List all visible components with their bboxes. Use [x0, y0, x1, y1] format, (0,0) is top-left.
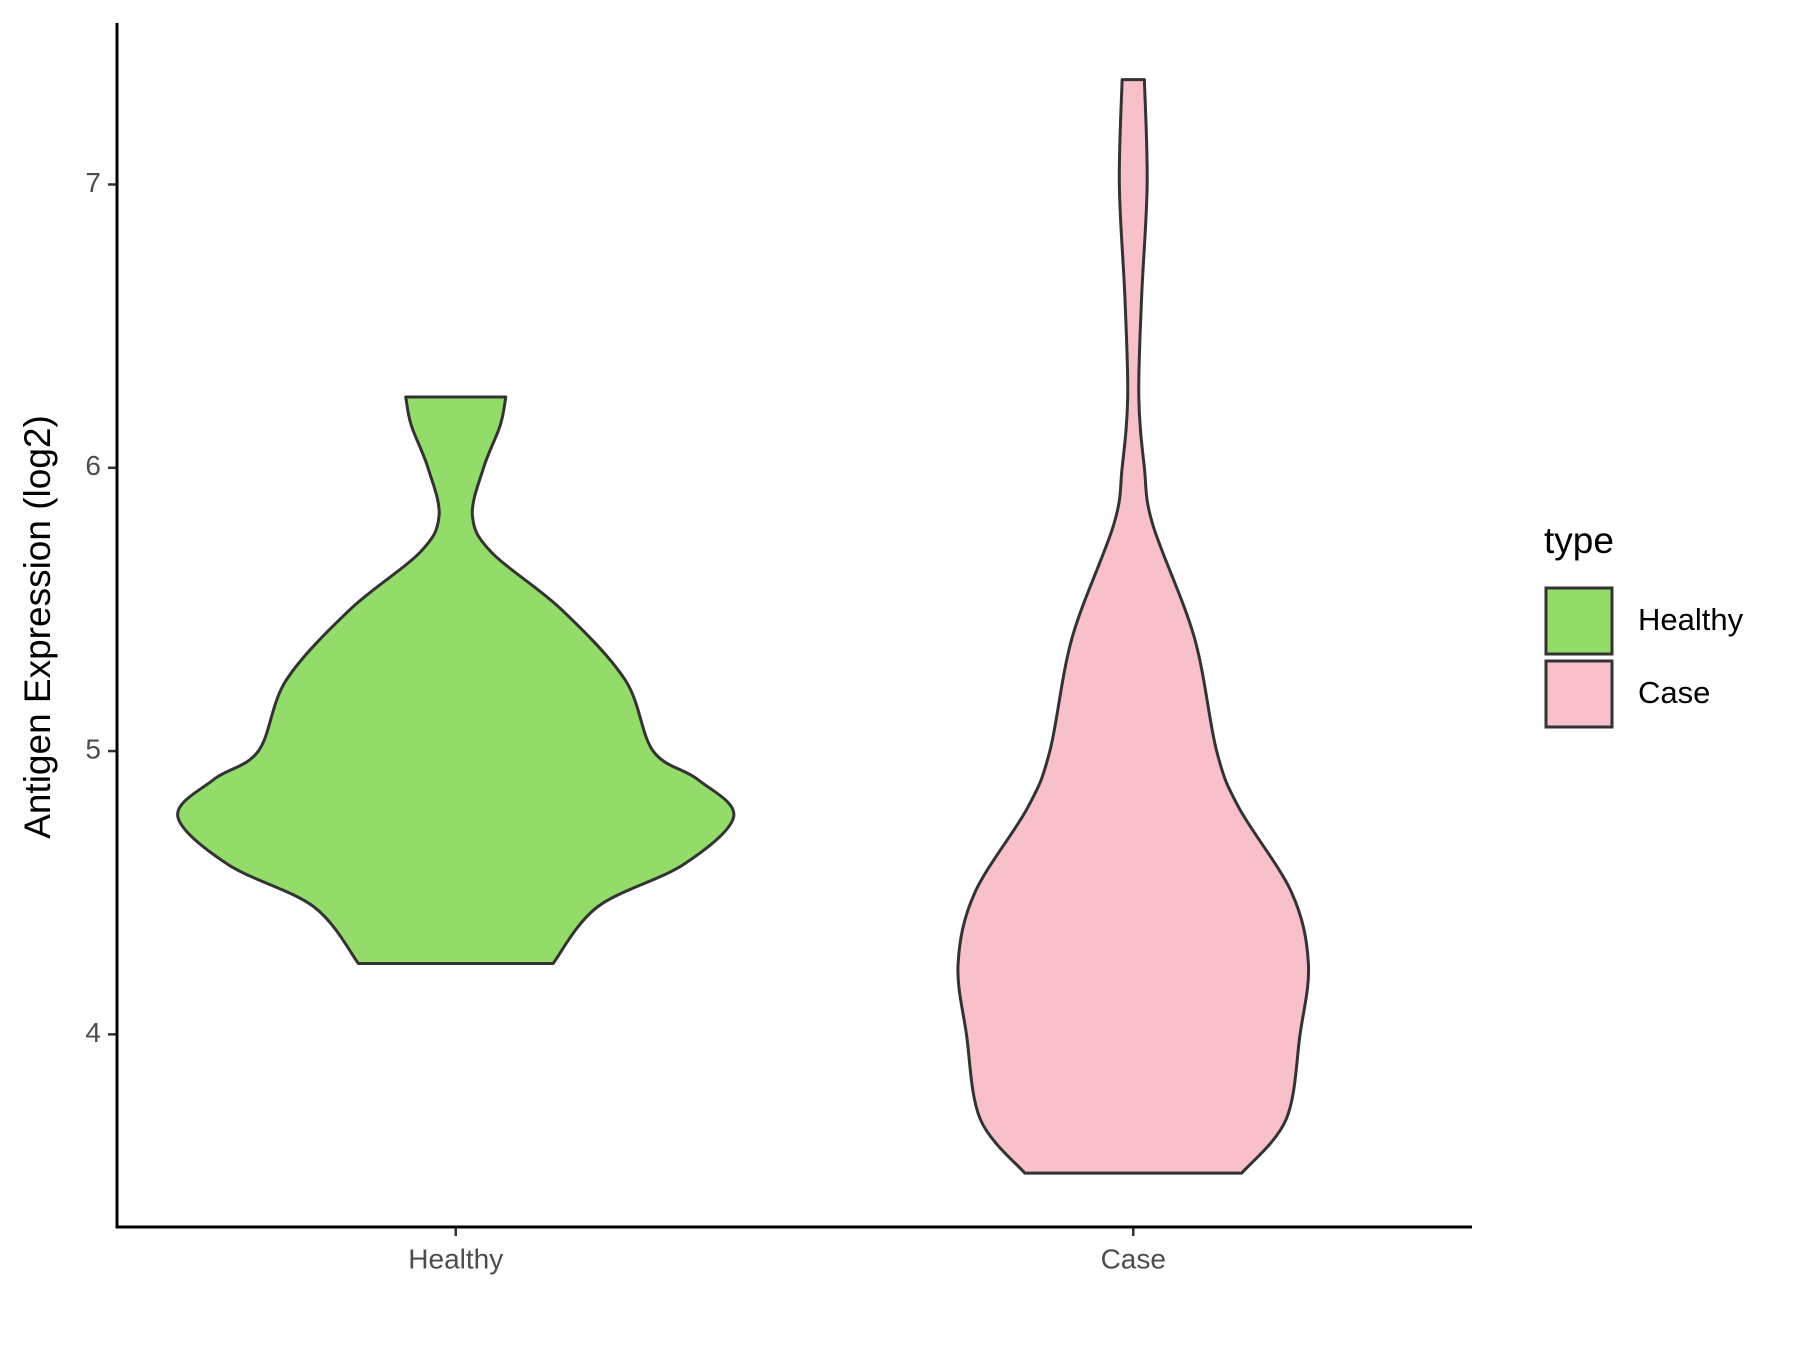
legend-label: Case	[1638, 675, 1710, 710]
x-tick-label: Case	[1101, 1243, 1166, 1274]
y-tick-label: 5	[85, 733, 101, 764]
legend-title: type	[1544, 520, 1614, 561]
legend-key	[1544, 659, 1614, 729]
x-tick-label: Healthy	[408, 1243, 503, 1274]
legend-key	[1544, 586, 1614, 656]
violin	[956, 78, 1311, 1175]
y-tick-label: 7	[85, 167, 101, 198]
y-tick-label: 6	[85, 450, 101, 481]
y-tick-label: 4	[85, 1017, 101, 1048]
violin	[176, 395, 736, 966]
legend-label: Healthy	[1638, 602, 1744, 637]
y-axis-title: Antigen Expression (log2)	[17, 415, 58, 839]
